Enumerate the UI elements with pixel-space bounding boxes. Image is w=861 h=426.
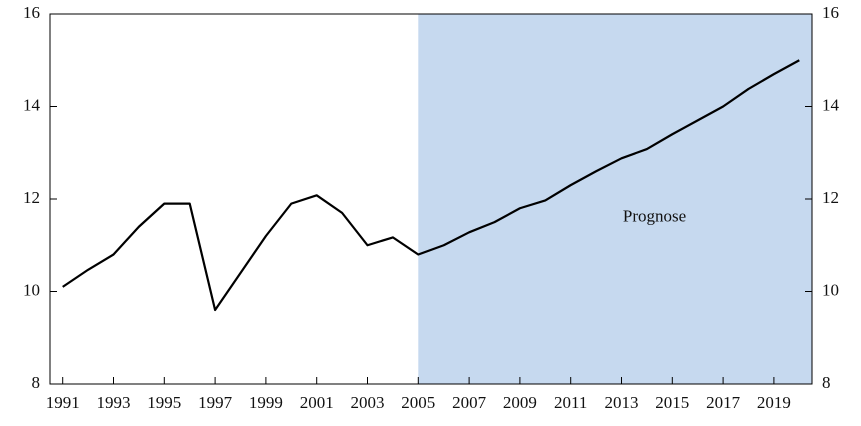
x-tick-label: 2003 [351,393,385,412]
x-tick-label: 2011 [554,393,587,412]
y-tick-label: 14 [23,95,41,114]
y-tick-label: 8 [32,373,41,392]
x-tick-label: 2013 [605,393,639,412]
y2-tick-label: 16 [822,3,839,22]
line [62,59,800,312]
x-tick-label: 1997 [198,393,233,412]
x-tick-label: 2015 [655,393,689,412]
y2-tick-label: 10 [822,280,839,299]
y-tick-label: 16 [23,3,40,22]
x-tick-label: 2007 [452,393,487,412]
x-tick-label: 1993 [97,393,131,412]
x-tick-label: 2009 [503,393,537,412]
x-tick-label: 1991 [46,393,80,412]
x-tick-label: 2005 [401,393,435,412]
x-tick-label: 2017 [706,393,741,412]
x-tick-label: 2019 [757,393,791,412]
forecast-region [418,14,812,384]
y-tick-label: 12 [23,188,40,207]
y2-tick-label: 8 [822,373,831,392]
y-tick-label: 10 [23,280,40,299]
x-tick-label: 2001 [300,393,334,412]
y2-tick-label: 14 [822,95,840,114]
x-tick-label: 1995 [147,393,181,412]
x-tick-label: 1999 [249,393,283,412]
y2-tick-label: 12 [822,188,839,207]
annotation: Prognose [623,206,686,225]
